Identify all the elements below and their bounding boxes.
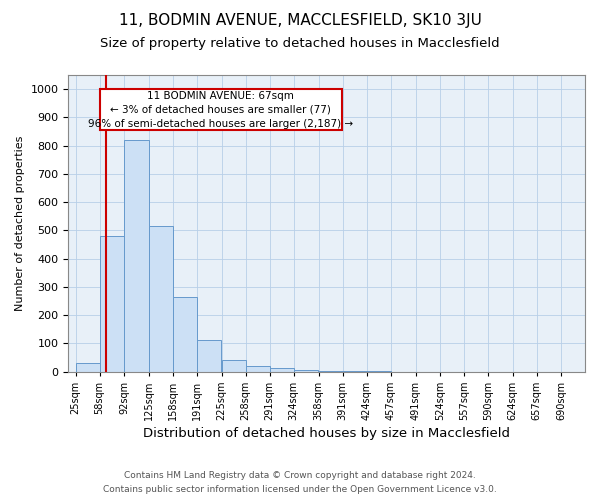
FancyBboxPatch shape [100,89,342,130]
Bar [100,236,124,372]
Bar [367,371,391,372]
Bar [221,360,245,372]
Bar [294,370,318,372]
Bar [319,370,343,372]
Text: Contains public sector information licensed under the Open Government Licence v3: Contains public sector information licen… [103,486,497,494]
Bar [197,340,221,372]
Bar [149,226,173,372]
Text: 11 BODMIN AVENUE: 67sqm
← 3% of detached houses are smaller (77)
96% of semi-det: 11 BODMIN AVENUE: 67sqm ← 3% of detached… [88,90,353,128]
Text: Contains HM Land Registry data © Crown copyright and database right 2024.: Contains HM Land Registry data © Crown c… [124,472,476,480]
X-axis label: Distribution of detached houses by size in Macclesfield: Distribution of detached houses by size … [143,427,510,440]
Text: 11, BODMIN AVENUE, MACCLESFIELD, SK10 3JU: 11, BODMIN AVENUE, MACCLESFIELD, SK10 3J… [119,12,481,28]
Bar [245,366,270,372]
Bar [173,296,197,372]
Bar [270,368,294,372]
Bar [76,363,100,372]
Bar [124,140,149,372]
Y-axis label: Number of detached properties: Number of detached properties [15,136,25,311]
Bar [343,371,367,372]
Text: Size of property relative to detached houses in Macclesfield: Size of property relative to detached ho… [100,38,500,51]
